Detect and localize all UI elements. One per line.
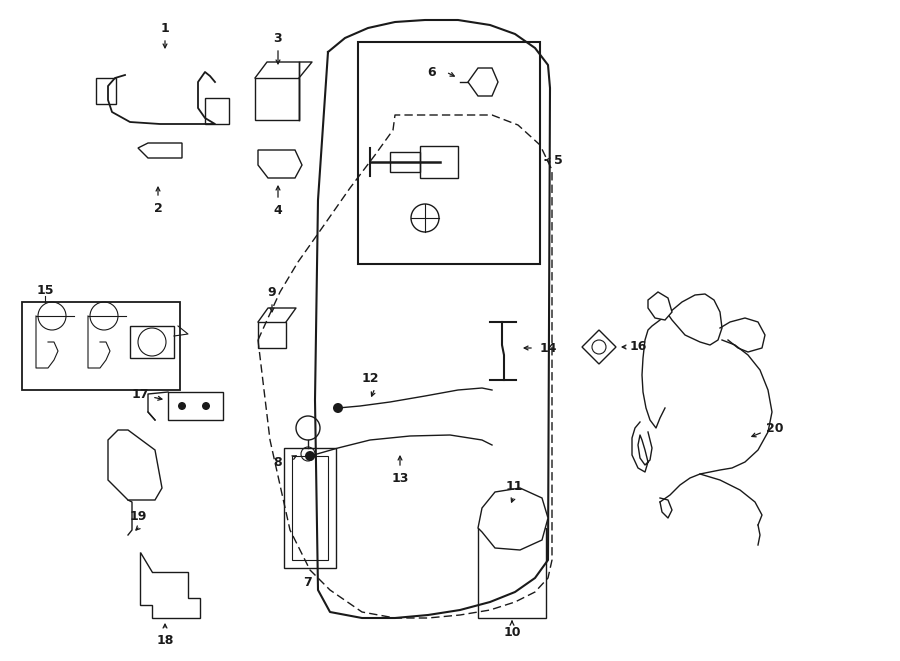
Bar bbox=[22, 302, 180, 390]
Text: 7: 7 bbox=[303, 576, 312, 588]
Text: 19: 19 bbox=[130, 510, 147, 522]
Bar bbox=[420, 146, 458, 178]
Text: 13: 13 bbox=[392, 471, 409, 485]
Text: 5: 5 bbox=[554, 153, 562, 167]
Circle shape bbox=[202, 402, 210, 410]
Text: 11: 11 bbox=[505, 479, 523, 492]
Bar bbox=[130, 326, 174, 358]
Text: 8: 8 bbox=[274, 455, 283, 469]
Text: 4: 4 bbox=[274, 204, 283, 217]
Polygon shape bbox=[140, 552, 200, 618]
Text: 18: 18 bbox=[157, 633, 174, 646]
Text: 15: 15 bbox=[36, 284, 54, 297]
Polygon shape bbox=[108, 430, 162, 500]
Text: 9: 9 bbox=[267, 286, 276, 299]
Text: 14: 14 bbox=[539, 342, 557, 354]
Bar bbox=[390, 152, 420, 172]
Bar bbox=[96, 78, 116, 104]
Circle shape bbox=[178, 402, 186, 410]
Text: 12: 12 bbox=[361, 371, 379, 385]
Text: 16: 16 bbox=[629, 340, 647, 354]
Text: 6: 6 bbox=[428, 65, 436, 79]
Circle shape bbox=[333, 403, 343, 413]
Polygon shape bbox=[648, 292, 672, 320]
Text: 3: 3 bbox=[274, 32, 283, 44]
Text: 10: 10 bbox=[503, 625, 521, 639]
Bar bbox=[258, 322, 286, 348]
Bar bbox=[255, 78, 299, 120]
Bar bbox=[358, 42, 540, 264]
Bar bbox=[205, 98, 229, 124]
Bar bbox=[168, 392, 223, 420]
Text: 17: 17 bbox=[131, 387, 149, 401]
Polygon shape bbox=[468, 68, 498, 96]
Polygon shape bbox=[478, 488, 548, 550]
Bar bbox=[478, 528, 546, 618]
Bar bbox=[284, 448, 336, 568]
Text: 1: 1 bbox=[160, 22, 169, 34]
Bar bbox=[292, 456, 328, 560]
Text: 20: 20 bbox=[766, 422, 784, 434]
Circle shape bbox=[305, 451, 315, 461]
Text: 2: 2 bbox=[154, 202, 162, 215]
